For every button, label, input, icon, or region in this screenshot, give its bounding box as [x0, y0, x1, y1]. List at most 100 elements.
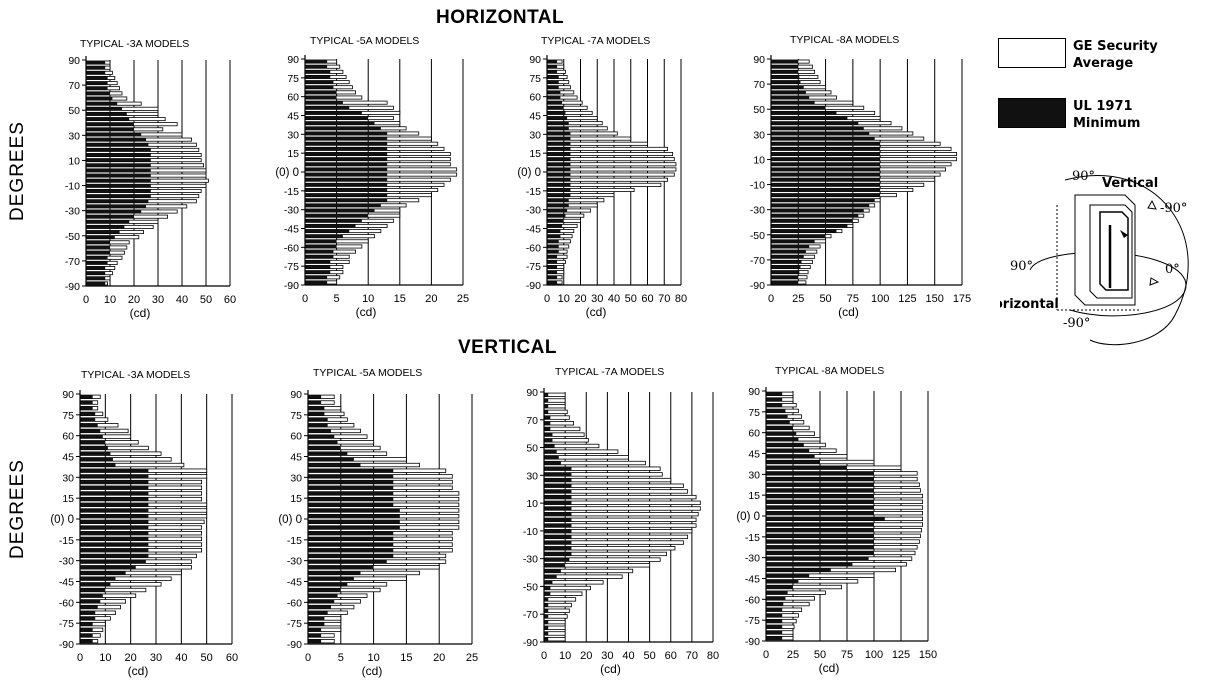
bar-minimum — [86, 102, 118, 106]
bar-minimum — [544, 591, 551, 596]
bar-minimum — [80, 633, 93, 638]
bar-minimum — [766, 568, 831, 572]
vertical-arrow-head — [1147, 199, 1157, 210]
y-tick-label: -75 — [526, 261, 541, 273]
bar-minimum — [771, 121, 859, 125]
bar-minimum — [305, 137, 388, 141]
bar-minimum — [771, 198, 875, 202]
bar-minimum — [544, 637, 549, 641]
bar-minimum — [308, 434, 335, 439]
bar-minimum — [305, 152, 388, 156]
bar-minimum — [766, 403, 783, 407]
bar-minimum — [86, 256, 108, 260]
bar-minimum — [80, 480, 149, 484]
bar-minimum — [308, 616, 325, 621]
bar-minimum — [544, 466, 572, 471]
x-axis-unit-label: (cd) — [838, 305, 859, 319]
x-tick-label: 20 — [125, 652, 137, 664]
bar-minimum — [308, 531, 394, 535]
chart-title: TYPICAL -8A MODELS — [775, 365, 884, 377]
bar-minimum — [766, 460, 820, 464]
y-tick-label: (0) 0 — [517, 167, 541, 179]
chart-title: TYPICAL -5A MODELS — [310, 35, 419, 47]
bar-minimum — [80, 599, 101, 604]
y-tick-label: 15 — [62, 493, 74, 505]
bar-minimum — [86, 199, 149, 203]
bar-minimum — [544, 455, 559, 460]
bar-minimum — [547, 280, 558, 285]
bar-minimum — [544, 410, 549, 414]
x-tick-label: 80 — [675, 293, 687, 305]
bar-minimum — [80, 514, 149, 518]
bar-minimum — [771, 203, 870, 207]
bar-minimum — [308, 605, 331, 609]
bar-minimum — [305, 147, 388, 151]
y-tick-label: -75 — [59, 618, 74, 630]
bar-minimum — [766, 426, 793, 430]
bar-minimum — [771, 70, 799, 74]
bar-minimum — [308, 497, 394, 501]
bar-minimum — [544, 495, 572, 499]
bar-minimum — [766, 596, 786, 601]
bar-minimum — [547, 101, 563, 105]
bar-minimum — [766, 619, 783, 623]
y-tick-label: -90 — [750, 280, 765, 292]
y-tick-label: (0) 0 — [50, 514, 74, 526]
diagram-90-vertical: 90° — [1072, 169, 1095, 184]
bar-minimum — [766, 494, 874, 498]
bar-minimum — [80, 457, 113, 462]
y-tick-label: -50 — [750, 230, 765, 242]
y-tick-label: 15 — [529, 148, 541, 160]
bar-minimum — [308, 406, 325, 410]
vertical-heading: VERTICAL — [458, 337, 557, 358]
bar-minimum — [547, 178, 571, 182]
bar-minimum — [86, 138, 146, 142]
bar-minimum — [305, 193, 388, 197]
bar-minimum — [86, 158, 151, 162]
bar-minimum — [86, 132, 142, 137]
x-tick-label: 15 — [394, 293, 406, 305]
x-tick-label: 0 — [302, 293, 308, 305]
bar-minimum — [771, 208, 864, 213]
bar-minimum — [305, 270, 331, 274]
bar-minimum — [86, 251, 110, 255]
chart-8: TYPICAL -8A MODELS 0 25 50 75 100 125 150 90 75 60… — [736, 365, 937, 675]
y-tick-label: -60 — [284, 242, 299, 254]
bar-minimum — [547, 75, 559, 79]
x-tick-label: 5 — [334, 293, 340, 305]
bar-minimum — [766, 539, 874, 544]
y-tick-label: 45 — [748, 449, 760, 461]
bar-minimum — [80, 503, 149, 507]
bar-minimum — [766, 562, 853, 567]
bar-minimum — [766, 443, 804, 447]
x-tick-label: 0 — [77, 652, 83, 664]
bar-minimum — [547, 65, 558, 69]
bar-minimum — [80, 474, 149, 479]
bar-minimum — [547, 229, 561, 233]
y-tick-label: -10 — [65, 181, 80, 193]
bar-minimum — [305, 95, 337, 100]
bar-minimum — [547, 214, 566, 218]
x-tick-label: 20 — [425, 293, 437, 305]
diagram-horizontal-label: Horizontal — [1000, 297, 1059, 312]
bar-minimum — [305, 90, 337, 94]
legend-average-line2: Average — [1073, 56, 1134, 71]
bar-minimum — [547, 224, 563, 228]
bar-minimum — [80, 639, 93, 643]
diagram-neg90-horizontal: -90° — [1063, 316, 1090, 331]
x-tick-label: 0 — [305, 652, 311, 664]
bar-minimum — [86, 215, 134, 219]
y-tick-label: -75 — [745, 615, 760, 627]
bar-minimum — [771, 167, 881, 172]
bar-minimum — [308, 554, 394, 558]
y-tick-label: -90 — [745, 636, 760, 648]
bar-minimum — [547, 198, 569, 202]
legend-minimum-line2: Minimum — [1073, 116, 1141, 131]
x-tick-label: 75 — [841, 649, 853, 661]
bar-minimum — [305, 219, 362, 223]
bar-minimum — [86, 184, 151, 188]
y-tick-label: 60 — [287, 92, 299, 104]
y-tick-label: 90 — [748, 386, 760, 398]
y-tick-label: 75 — [290, 410, 302, 422]
bar-minimum — [80, 508, 149, 513]
